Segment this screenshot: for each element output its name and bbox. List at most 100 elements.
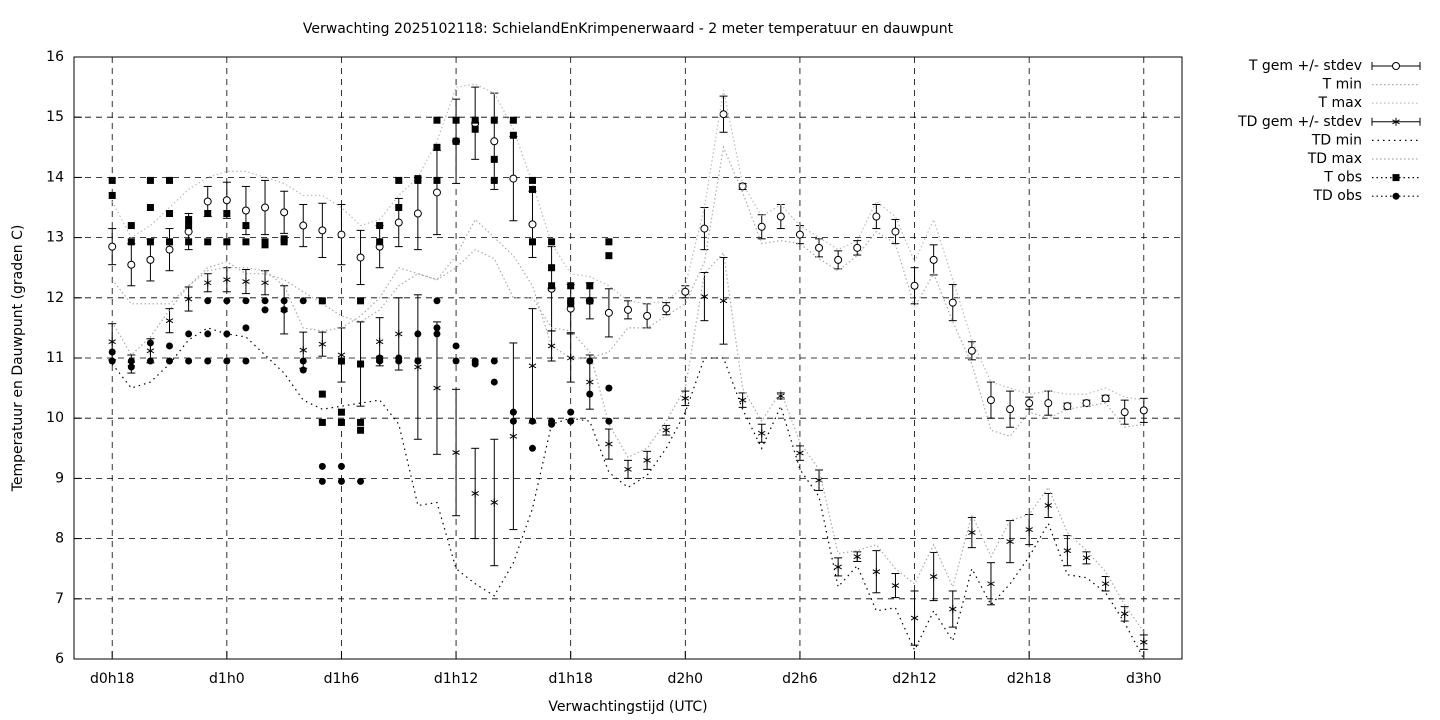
error-point <box>738 392 747 408</box>
error-point <box>700 272 709 322</box>
marker <box>662 426 670 435</box>
marker-shape <box>795 230 804 239</box>
marker <box>337 477 345 485</box>
marker-shape <box>185 222 193 230</box>
marker-shape <box>1392 62 1400 70</box>
marker <box>280 208 289 217</box>
y-axis-label: Temperatuur en Dauwpunt (graden C) <box>10 225 26 493</box>
marker <box>337 357 345 365</box>
marker <box>184 227 193 236</box>
marker <box>337 230 346 239</box>
marker-shape <box>471 360 479 368</box>
marker-shape <box>222 196 231 205</box>
marker <box>204 238 212 246</box>
marker-shape <box>586 297 594 305</box>
marker-shape <box>509 433 518 439</box>
marker-shape <box>490 357 498 365</box>
marker <box>1082 553 1091 562</box>
marker-shape <box>185 330 193 338</box>
error-point <box>872 550 881 594</box>
marker <box>242 238 250 246</box>
marker-shape <box>719 110 728 119</box>
marker <box>108 176 116 184</box>
marker-shape <box>223 277 231 283</box>
marker-shape <box>967 346 976 355</box>
marker-shape <box>299 366 307 374</box>
marker <box>796 449 804 458</box>
marker-shape <box>872 569 881 575</box>
marker-shape <box>318 462 326 470</box>
marker-shape <box>337 418 345 426</box>
marker-shape <box>433 324 441 332</box>
marker <box>261 203 270 212</box>
error-point <box>337 327 346 383</box>
marker-shape <box>548 264 556 272</box>
marker <box>204 210 212 218</box>
y-tick-label: 13 <box>46 230 64 246</box>
marker <box>280 297 288 305</box>
marker <box>929 572 938 581</box>
marker <box>548 264 556 272</box>
marker-shape <box>547 343 556 349</box>
marker <box>834 562 842 571</box>
marker <box>605 384 613 392</box>
marker <box>166 238 174 246</box>
marker <box>204 297 212 305</box>
marker <box>165 245 174 254</box>
error-point <box>165 308 174 334</box>
marker <box>376 222 384 230</box>
marker-shape <box>605 238 613 246</box>
marker <box>1006 405 1015 414</box>
error-point <box>1006 390 1015 428</box>
marker-shape <box>146 176 154 184</box>
marker <box>567 282 575 290</box>
error-point <box>967 517 976 549</box>
marker <box>605 238 613 246</box>
marker <box>318 340 327 349</box>
marker <box>604 308 613 317</box>
marker-shape <box>853 243 862 252</box>
marker <box>509 417 517 425</box>
marker-shape <box>433 297 441 305</box>
marker <box>528 176 536 184</box>
marker-shape <box>337 477 345 485</box>
marker <box>223 357 231 365</box>
marker-shape <box>1101 394 1110 403</box>
error-point <box>1139 397 1148 423</box>
marker <box>318 462 326 470</box>
marker <box>223 238 231 246</box>
plot-frame <box>73 56 1183 660</box>
marker-shape <box>1006 405 1015 414</box>
error-point <box>1120 399 1129 425</box>
marker <box>738 396 747 405</box>
marker <box>548 282 556 290</box>
marker-shape <box>357 297 365 305</box>
marker-shape <box>376 222 384 230</box>
marker <box>681 394 690 403</box>
marker-shape <box>242 324 250 332</box>
marker <box>433 384 441 393</box>
marker <box>395 329 403 338</box>
y-tick-label: 9 <box>55 470 64 486</box>
marker-shape <box>700 224 709 233</box>
marker <box>299 221 308 230</box>
marker <box>1063 402 1072 411</box>
marker <box>586 297 594 305</box>
marker-shape <box>949 606 957 612</box>
marker-shape <box>719 298 728 304</box>
marker <box>242 297 250 305</box>
marker-shape <box>891 583 900 588</box>
marker-shape <box>337 462 345 470</box>
error-point <box>719 95 728 133</box>
marker-shape <box>872 212 881 221</box>
marker-shape <box>280 297 288 305</box>
marker-shape <box>357 477 365 485</box>
marker-shape <box>490 500 499 505</box>
marker <box>700 292 709 301</box>
marker <box>204 357 212 365</box>
marker <box>1120 609 1129 618</box>
marker-shape <box>146 357 154 365</box>
marker-shape <box>528 220 537 229</box>
legend-label: T gem +/- stdev <box>1248 58 1362 74</box>
